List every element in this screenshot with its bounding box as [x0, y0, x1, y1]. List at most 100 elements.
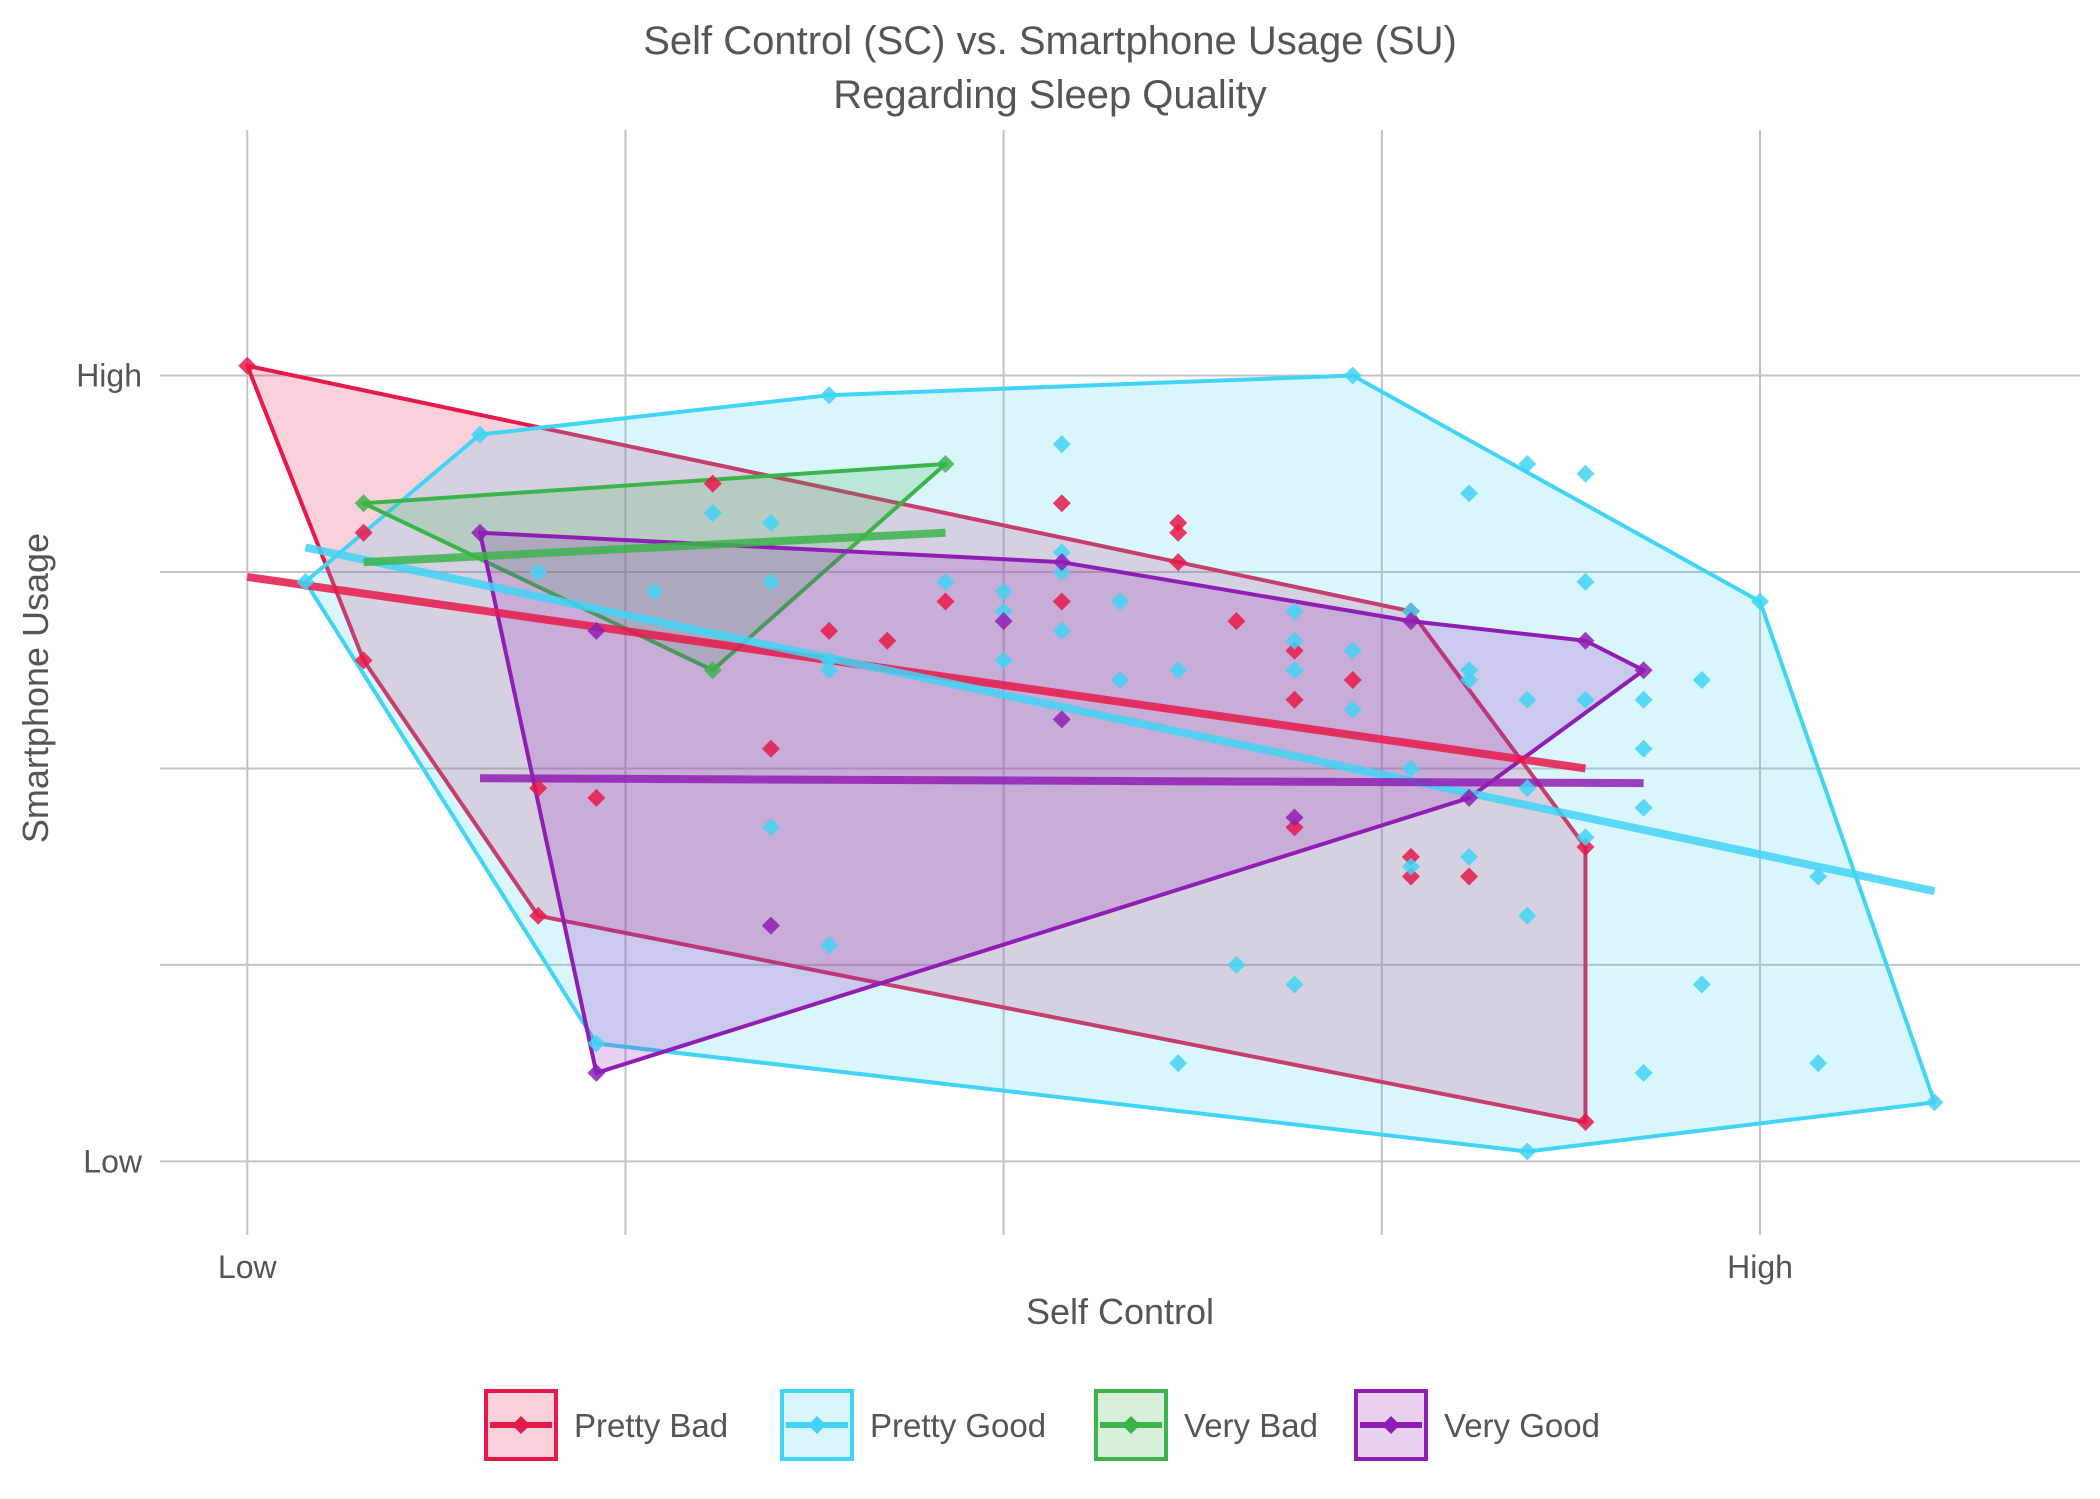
legend-label: Very Good: [1444, 1407, 1600, 1444]
data-point: [820, 621, 839, 640]
data-point: [471, 523, 489, 542]
data-point: [587, 1034, 606, 1053]
data-point: [1052, 553, 1071, 572]
data-point: [820, 936, 839, 955]
data-point: [820, 651, 839, 670]
chart-title-line-2: Regarding Sleep Quality: [833, 73, 1267, 117]
data-point: [1285, 602, 1304, 621]
legend-label: Pretty Good: [870, 1407, 1046, 1444]
data-point: [878, 631, 897, 650]
data-point: [1518, 454, 1537, 473]
data-point: [1285, 641, 1304, 660]
data-point: [1576, 828, 1595, 847]
data-point: [529, 563, 548, 581]
data-point: [1460, 661, 1479, 680]
data-point: [1052, 494, 1071, 513]
data-point: [1518, 906, 1537, 925]
data-point: [994, 582, 1013, 601]
data-point: [1576, 572, 1595, 591]
data-point: [936, 454, 955, 473]
data-point: [1343, 700, 1362, 719]
data-point: [1634, 661, 1653, 680]
data-point: [1925, 1093, 1944, 1112]
data-point: [820, 661, 839, 680]
data-point: [1169, 523, 1188, 542]
hull-area: [361, 461, 948, 673]
data-point: [994, 651, 1013, 670]
data-point: [1111, 671, 1129, 690]
data-point: [1052, 543, 1071, 562]
legend-label: Pretty Bad: [574, 1407, 728, 1444]
data-point: [1169, 513, 1188, 532]
data-point: [1809, 867, 1828, 886]
data-point: [1343, 641, 1362, 660]
data-point: [471, 425, 489, 444]
data-point: [645, 582, 664, 601]
data-point: [1285, 975, 1304, 994]
data-point: [1227, 955, 1246, 974]
data-point: [994, 602, 1013, 621]
data-point: [1285, 808, 1304, 827]
data-points: [238, 356, 1944, 1161]
data-point: [1227, 612, 1246, 631]
data-point: [703, 474, 722, 493]
data-point: [1343, 366, 1362, 385]
data-point: [1285, 818, 1304, 837]
data-point: [1052, 435, 1071, 454]
data-point: [761, 739, 780, 758]
data-point: [1401, 867, 1420, 886]
legend-label: Very Bad: [1184, 1407, 1318, 1444]
trend-line: [479, 774, 1644, 788]
axis-ticks: Low High Low High: [76, 358, 1793, 1285]
y-axis-title: Smartphone Usage: [15, 533, 56, 843]
data-point: [587, 1063, 606, 1082]
data-point: [1576, 631, 1595, 650]
data-point: [703, 661, 722, 680]
data-point: [1460, 484, 1479, 503]
data-point: [1401, 759, 1420, 778]
x-tick-label: High: [1727, 1249, 1793, 1285]
data-point: [1169, 1054, 1188, 1073]
x-axis-title: Self Control: [1026, 1291, 1214, 1332]
data-point: [1634, 1063, 1653, 1082]
data-point: [1634, 739, 1653, 758]
data-point: [936, 572, 955, 591]
data-point: [296, 572, 315, 591]
data-point: [1518, 779, 1537, 798]
data-point: [1576, 1113, 1595, 1132]
data-point: [1169, 661, 1188, 680]
data-point: [1401, 612, 1420, 631]
legend-key-marker: [808, 1416, 826, 1434]
data-point: [1692, 975, 1711, 994]
data-point: [1576, 690, 1595, 709]
trend-line: [304, 543, 1936, 896]
data-point: [587, 788, 606, 807]
y-tick-label: Low: [83, 1143, 143, 1179]
data-point: [1751, 592, 1769, 611]
data-point: [1576, 464, 1595, 483]
data-point: [1285, 690, 1304, 709]
data-point: [1460, 671, 1479, 690]
data-point: [703, 504, 722, 523]
data-point: [1285, 661, 1304, 680]
data-point: [1343, 671, 1362, 690]
x-tick-label: Low: [218, 1249, 278, 1285]
data-point: [761, 513, 780, 532]
data-point: [1052, 592, 1071, 611]
trend-lines: [246, 528, 1936, 896]
data-point: [354, 651, 373, 670]
data-point: [587, 621, 606, 640]
data-point: [1460, 847, 1479, 866]
data-point: [761, 916, 780, 935]
data-point: [1809, 1054, 1828, 1073]
data-point: [994, 612, 1013, 631]
data-point: [1692, 671, 1711, 690]
data-point: [1401, 857, 1420, 876]
data-point: [1052, 621, 1071, 640]
hull-area: [478, 530, 1646, 1075]
data-point: [1460, 867, 1479, 886]
y-tick-label: High: [76, 358, 142, 394]
legend: Pretty Bad Pretty Good Very Bad Very Good: [484, 1389, 1600, 1461]
data-point: [1052, 563, 1071, 581]
